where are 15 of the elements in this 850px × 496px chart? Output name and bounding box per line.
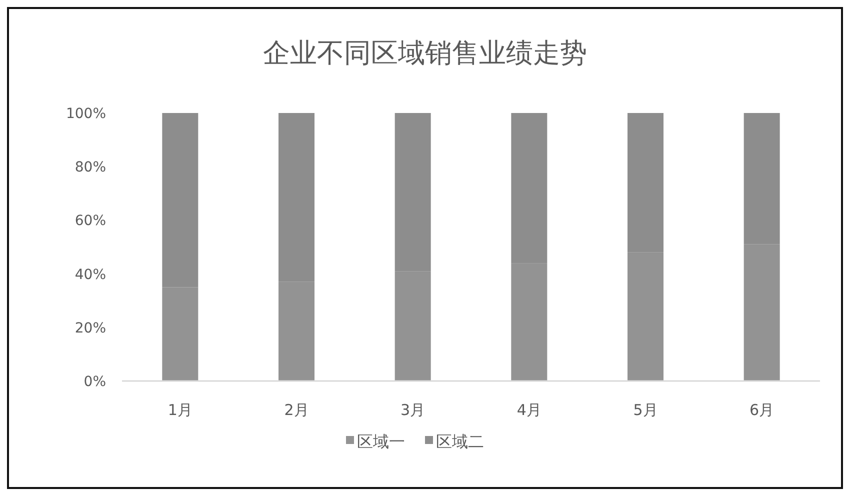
x-tick-label: 1月 bbox=[168, 401, 192, 419]
x-tick-label: 6月 bbox=[750, 401, 774, 419]
y-tick-label: 80% bbox=[74, 160, 106, 176]
x-tick-label: 5月 bbox=[633, 401, 658, 419]
y-tick-label: 20% bbox=[74, 320, 106, 336]
x-tick-label: 4月 bbox=[516, 401, 542, 419]
x-tick-label: 2月 bbox=[284, 401, 309, 419]
x-tick-label: 3月 bbox=[400, 401, 426, 419]
y-tick-label: 0% bbox=[84, 374, 106, 390]
y-tick-label: 40% bbox=[74, 266, 106, 283]
y-tick-label: 60% bbox=[74, 213, 106, 230]
legend-label: 区域一 bbox=[357, 432, 405, 451]
y-tick-label: 100% bbox=[66, 106, 106, 122]
legend-label: 区域二 bbox=[436, 432, 484, 451]
chart-title: 企业不同区域销售业绩走势 bbox=[263, 38, 587, 69]
